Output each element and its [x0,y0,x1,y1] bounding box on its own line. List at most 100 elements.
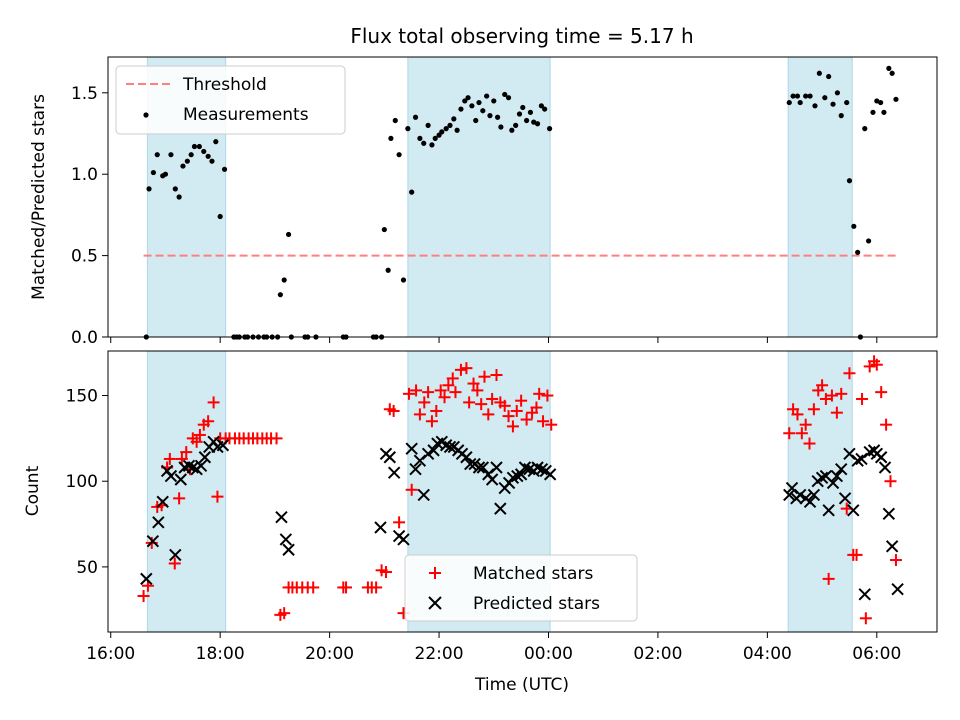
matched-stars-point [502,410,515,423]
matched-stars-point [478,370,491,383]
measurement-point [881,109,887,115]
predicted-stars-point [878,461,892,474]
x-tick-label: 16:00 [86,644,135,664]
predicted-stars-point [783,488,796,502]
measurement-point [458,106,464,112]
matched-stars-point [889,554,902,567]
predicted-stars-point [169,548,182,562]
measurement-point [417,135,423,141]
ratio-series [143,65,899,340]
predicted-stars-point [421,447,435,461]
measurement-point [400,277,407,283]
matched-stars-point [413,408,426,421]
predicted-stars-point [409,463,422,476]
measurement-point [807,93,813,99]
matched-stars-point [510,404,523,417]
measurement-point [412,114,419,120]
matched-stars-point [807,403,820,416]
ratio-panel-ticks: 0.0 0.5 1.0 1.5 [71,84,878,348]
y-tick-label: 150 [66,387,98,407]
predicted-stars-point [891,582,904,596]
matched-stars-point [410,384,423,397]
matched-stars-point [454,363,467,376]
matched-stars-point [859,612,872,625]
matched-stars-point [467,377,480,390]
measurement-point [786,99,792,106]
x-tick-label: 04:00 [743,644,792,664]
matched-stars-point [137,590,150,603]
predicted-stars-point [858,588,871,601]
ratio-legend: Threshold Measurements [115,65,346,135]
matched-stars-point [405,483,418,496]
predicted-stars-point [374,521,387,534]
measurement-point [862,126,868,132]
measurement-point [150,169,157,176]
measurement-point [527,109,534,115]
measurement-point [509,127,515,133]
predicted-stars-point [485,473,499,486]
measurement-point [469,103,475,109]
measurement-point [542,106,548,112]
measurement-point [439,129,445,135]
measurement-point [184,158,190,164]
measurement-point [889,70,895,76]
measurement-point [205,153,211,159]
matched-stars-point [835,387,848,400]
x-tick-label: 18:00 [196,644,245,664]
measurement-point [447,122,453,128]
predicted-stars-point [535,463,549,476]
measurement-point [385,267,391,273]
predicted-stars-point [417,488,430,502]
predicted-stars-point [826,476,840,490]
y-tick-label: 1.0 [71,165,98,185]
matched-stars-point [825,389,838,402]
measurement-point [844,99,850,106]
matched-stars-point [340,581,353,594]
predicted-stars-point [835,463,848,476]
measurement-point [797,99,803,106]
predicted-stars-point [793,488,807,502]
matched-stars-point [799,418,812,431]
predicted-stars-point [152,516,165,529]
predicted-stars-point [216,439,230,452]
y-tick-label: 100 [66,472,98,492]
measurement-point [196,143,202,150]
measurement-point [209,158,215,164]
x-tick-label: 02:00 [633,644,682,664]
predicted-stars-point [146,534,160,548]
measurement-point [878,99,884,106]
measurement-point [524,117,530,124]
matched-stars-point [434,384,447,397]
matched-stars-point [816,379,829,392]
ratio-panel: 0.0 0.5 1.0 1.5 Matched/Predicted stars Thr… [29,56,938,348]
measurement-point [520,104,526,111]
matched-stars-point [795,427,808,440]
measurement-point [495,114,501,120]
matched-stars-point [482,408,495,421]
measurement-point [285,231,292,238]
matched-legend-label: Matched stars [473,564,593,584]
count-legend: Matched stars Predicted stars [404,554,638,622]
predicted-stars-point [803,495,817,508]
matched-stars-point [541,389,554,402]
measurement-point [803,93,809,99]
matched-stars-point [850,548,863,561]
matched-stars-point [370,581,383,594]
measurement-point [432,135,438,141]
measurement-point [473,117,479,124]
predicted-stars-point [490,461,503,474]
measurement-point [538,103,544,109]
observing-window-2 [407,56,551,338]
matched-stars-point [202,415,215,428]
x-tick-label: 22:00 [415,644,464,664]
measurement-point [191,143,198,150]
predicted-stars-point [882,507,896,520]
predicted-stars-point [275,510,288,524]
y-tick-label: 0.0 [71,328,98,348]
predicted-stars-point [140,572,153,586]
measurement-point [480,108,486,114]
measurement-point [277,292,283,298]
matched-stars-point [791,408,804,421]
matched-stars-point [830,406,843,419]
matched-stars-point [168,557,181,570]
